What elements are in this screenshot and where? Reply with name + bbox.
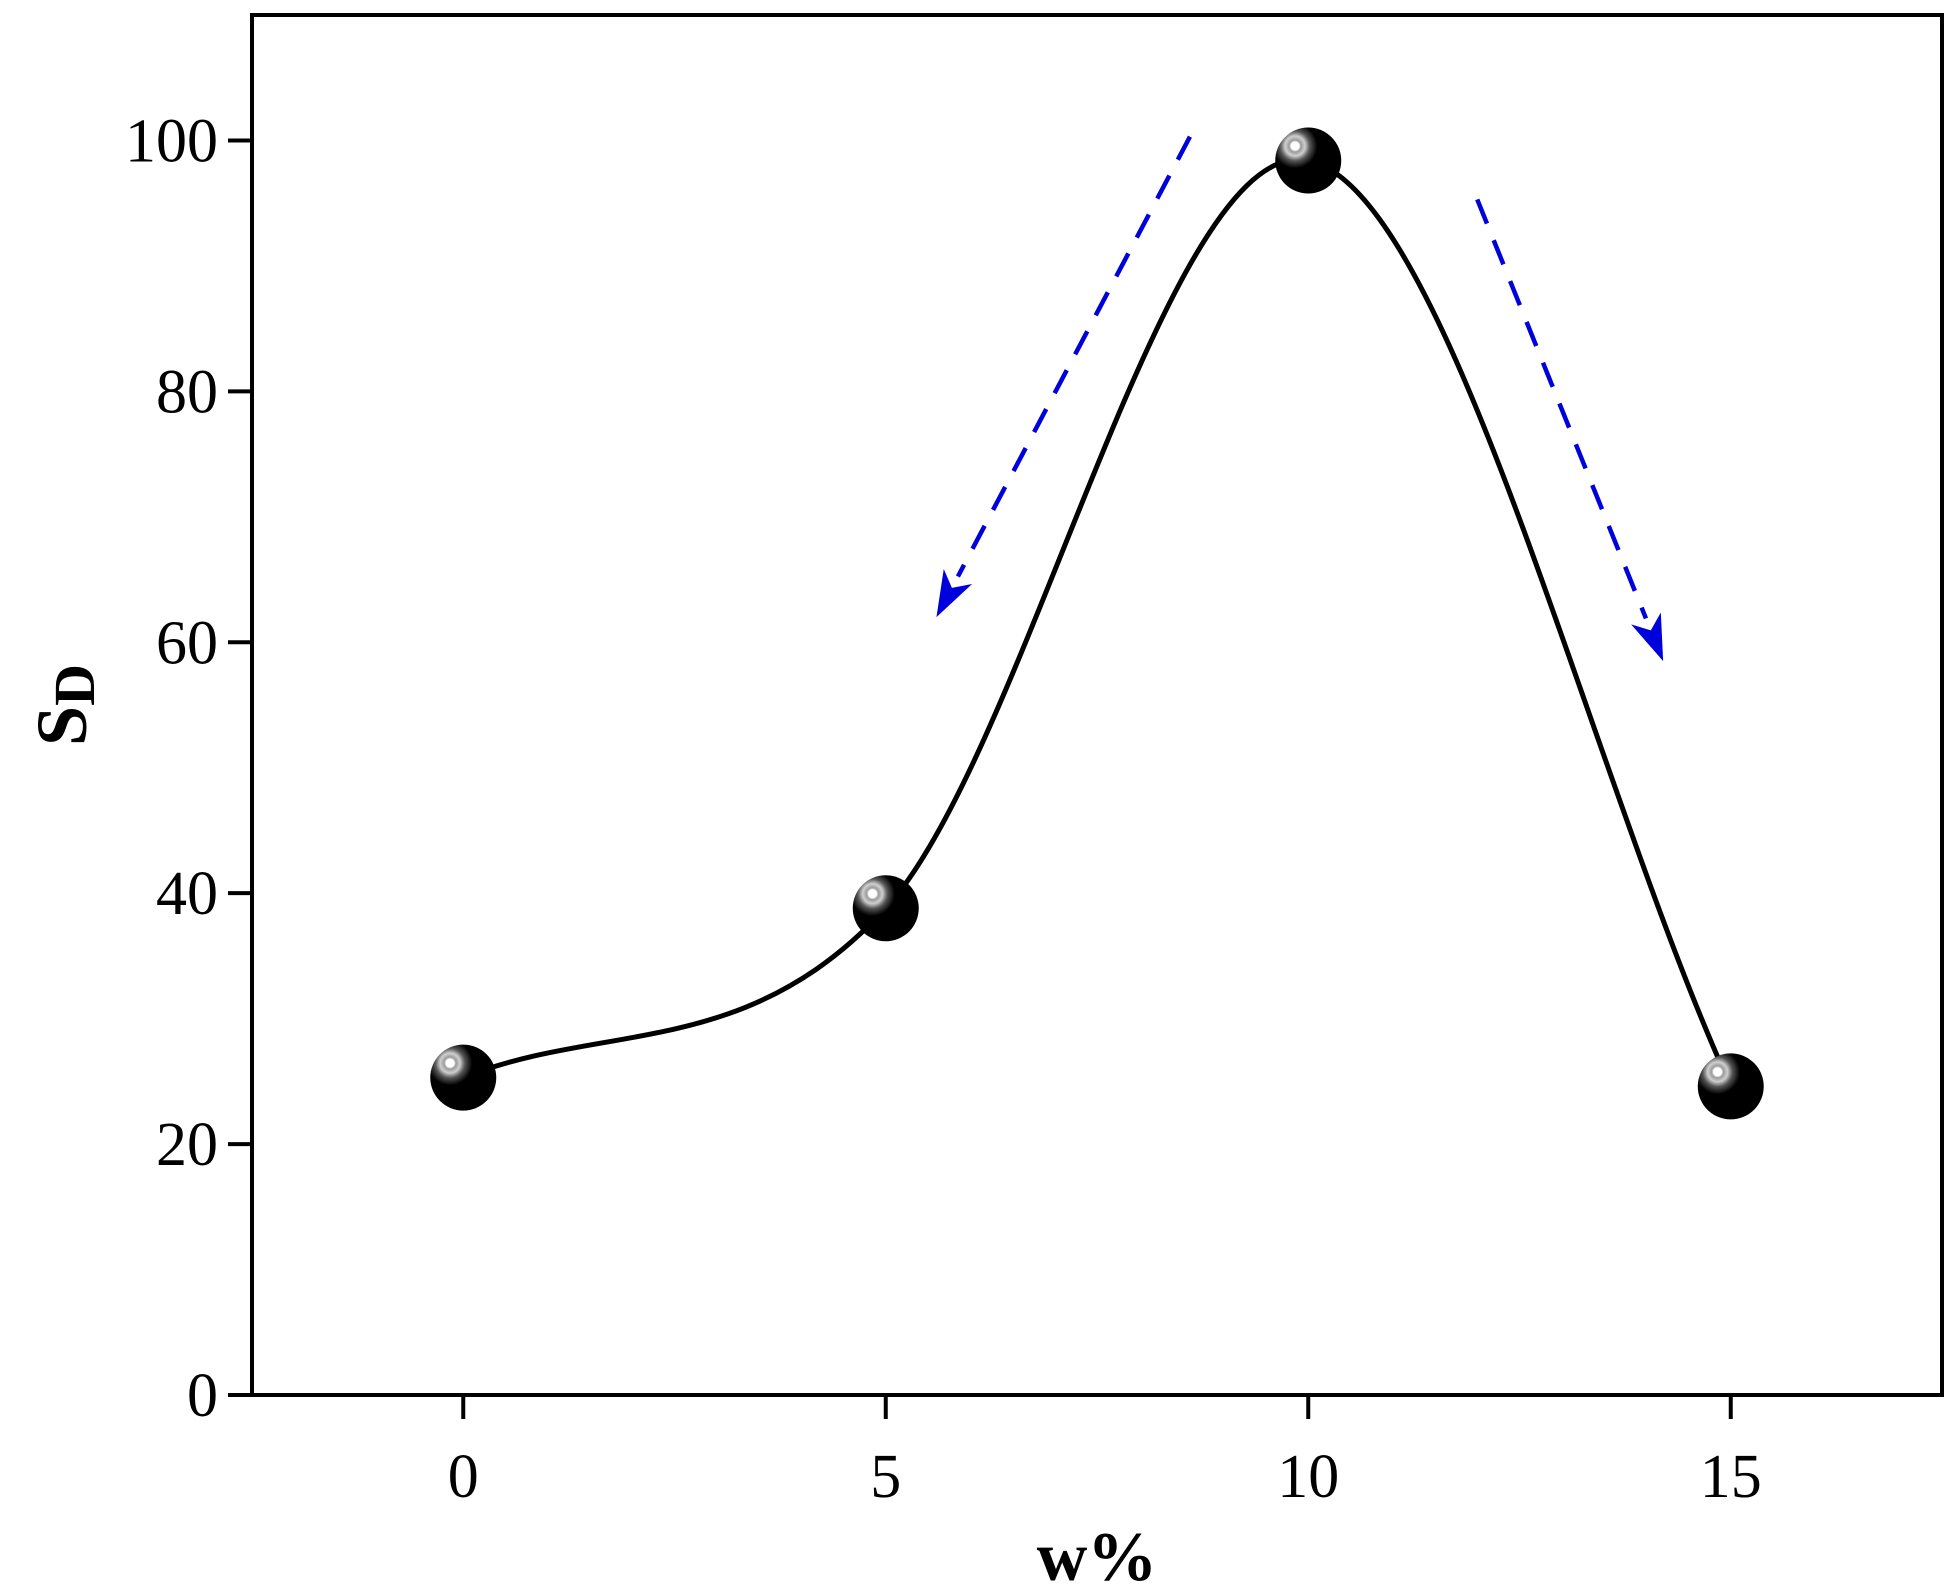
series-layer [430,127,1764,1120]
x-tick-label: 15 [1700,1443,1762,1511]
annotation-arrow-head [936,569,973,618]
y-axis-title-sub: D [42,664,107,706]
x-axis-title: w% [1037,1519,1158,1590]
y-axis: 0 20 40 60 80 100 [125,107,252,1430]
plot-frame [250,13,1944,1397]
y-axis-title: SD [22,664,107,746]
annotation-arrow-shaft [1475,198,1649,620]
y-tick-label: 100 [125,107,218,175]
data-point-marker [1275,127,1342,194]
annotation-arrows [936,135,1664,662]
y-tick-label: 20 [156,1111,218,1179]
y-tick-label: 0 [187,1362,218,1430]
x-tick-label: 5 [870,1443,901,1511]
y-tick-label: 80 [156,358,218,426]
annotation-arrow-shaft [955,135,1192,578]
y-tick-label: 40 [156,860,218,928]
x-axis: 0 5 10 15 [448,1395,1762,1511]
data-point-marker [852,875,919,942]
data-point-marker [1697,1053,1764,1120]
x-tick-label: 0 [448,1443,479,1511]
x-tick-label: 10 [1277,1443,1339,1511]
y-tick-label: 60 [156,609,218,677]
series-line [462,157,1734,1088]
annotation-arrow-head [1631,612,1664,662]
y-axis-title-main: S [22,706,102,746]
data-point-marker [430,1044,497,1111]
